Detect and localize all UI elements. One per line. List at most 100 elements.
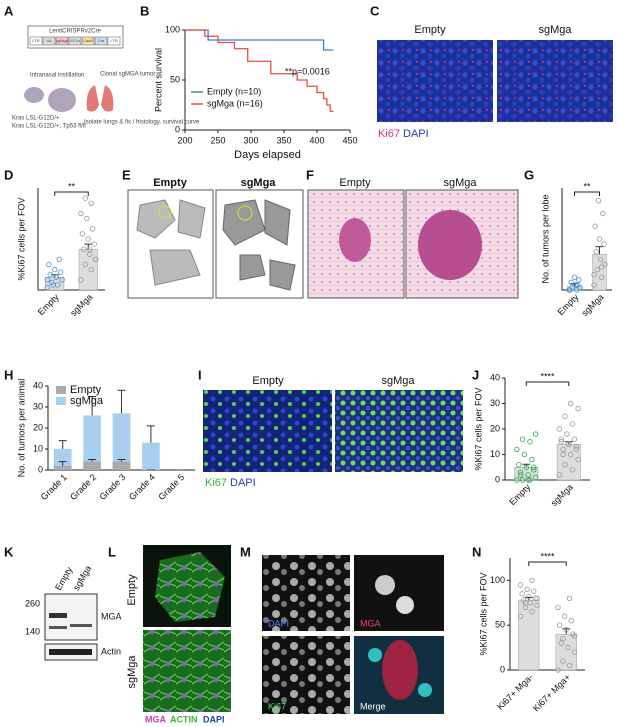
data-point	[602, 261, 608, 268]
tumor-label: Clonal sgMGA tumor	[100, 72, 155, 78]
data-point	[531, 588, 537, 594]
data-point	[556, 622, 563, 628]
data-point	[527, 477, 533, 483]
tumor-circle	[237, 205, 253, 221]
data-point	[527, 439, 533, 445]
data-point	[566, 595, 573, 602]
cell	[418, 683, 432, 697]
blot-band	[70, 624, 92, 627]
y-axis-label: %Ki67 cells per FOV	[473, 387, 483, 470]
data-point	[87, 251, 93, 257]
x-tick-label: Empty	[507, 482, 532, 507]
error-bar	[117, 389, 126, 414]
data-point	[59, 277, 65, 283]
data-point	[560, 658, 566, 664]
error-bar	[58, 440, 67, 449]
data-point	[597, 256, 604, 263]
vector-part	[29, 36, 43, 46]
error-bar	[84, 243, 93, 250]
x-tick-label: Grade 3	[98, 472, 128, 502]
data-point	[517, 469, 524, 476]
bar	[83, 461, 101, 470]
data-point	[84, 215, 90, 222]
lane-label: sgMga	[71, 564, 93, 592]
data-point	[568, 279, 574, 286]
image-label: sgMga	[241, 177, 277, 189]
y-tick-label: 100	[490, 575, 505, 585]
data-point	[519, 477, 526, 483]
bar	[112, 461, 131, 470]
data-point	[532, 474, 539, 481]
data-point	[79, 231, 86, 237]
tile-label: Merge	[360, 701, 386, 711]
image-label: Empty	[153, 177, 188, 189]
image-label: Empty	[252, 375, 284, 387]
vector-box	[27, 25, 124, 49]
panel-label: L	[108, 544, 116, 559]
image-label: sgMga	[538, 24, 572, 36]
vector-part	[94, 36, 108, 46]
x-tick-label: Grade 5	[156, 472, 186, 502]
data-point	[522, 600, 529, 606]
vector-part-label: EF1a	[70, 38, 80, 43]
vector-part-label: sgMga	[56, 38, 69, 43]
y-axis-label: No. of tumors per animal	[16, 379, 26, 478]
lung-section	[222, 199, 296, 291]
data-point	[53, 274, 59, 280]
x-tick-label: Ki67+ Mga-	[495, 672, 535, 712]
survival-curve	[185, 29, 334, 112]
data-point	[571, 274, 578, 280]
data-point	[517, 613, 524, 619]
vector-name: LentiCRISPRv2Cre	[49, 29, 101, 35]
x-tick-label: 250	[210, 135, 225, 145]
panel-label: A	[4, 3, 14, 18]
data-point	[599, 264, 605, 270]
data-point	[567, 451, 574, 458]
micrograph	[497, 40, 613, 122]
data-point	[576, 277, 582, 283]
stain-label: MGA	[145, 714, 166, 724]
panel-label: K	[4, 544, 14, 559]
micrograph	[262, 636, 350, 714]
data-point	[78, 210, 84, 217]
data-point	[526, 593, 532, 600]
data-point	[88, 266, 94, 273]
y-axis-label: Percent survival	[153, 48, 163, 112]
cell	[396, 596, 414, 614]
stain-label: DAPI	[403, 128, 429, 140]
y-tick-label: 20	[33, 422, 43, 432]
data-point	[532, 595, 539, 602]
data-point	[569, 467, 576, 473]
image-label: Empty	[339, 177, 371, 189]
vector-part-label: LTR	[32, 38, 39, 43]
data-point	[514, 446, 520, 453]
significance-bracket	[528, 561, 567, 566]
data-point	[596, 236, 603, 242]
y-tick-label: 0	[175, 124, 180, 134]
y-tick-label: 10	[33, 443, 43, 453]
stain-label: DAPI	[230, 477, 256, 489]
vector-part-label: LTR	[110, 38, 117, 43]
data-point	[560, 635, 566, 642]
data-point	[567, 400, 574, 407]
bar	[83, 415, 101, 470]
panel-label: C	[370, 3, 380, 18]
panel-label: M	[240, 544, 251, 559]
x-tick-label: 300	[243, 135, 258, 145]
y-tick-label: 50	[495, 620, 505, 630]
x-tick-label: Grade 2	[68, 472, 98, 502]
panel-label: G	[524, 167, 534, 182]
legend-swatch	[56, 397, 66, 405]
data-point	[570, 631, 576, 637]
data-point	[569, 421, 576, 427]
x-tick-label: Grade 4	[127, 472, 157, 502]
data-point	[600, 210, 606, 217]
vector-part	[55, 36, 69, 46]
x-tick-label: Ki67+ Mga+	[531, 672, 572, 713]
data-point	[514, 477, 520, 483]
y-tick-label: 30	[33, 401, 43, 411]
micrograph	[354, 555, 444, 631]
significance-label: ****	[540, 551, 555, 561]
